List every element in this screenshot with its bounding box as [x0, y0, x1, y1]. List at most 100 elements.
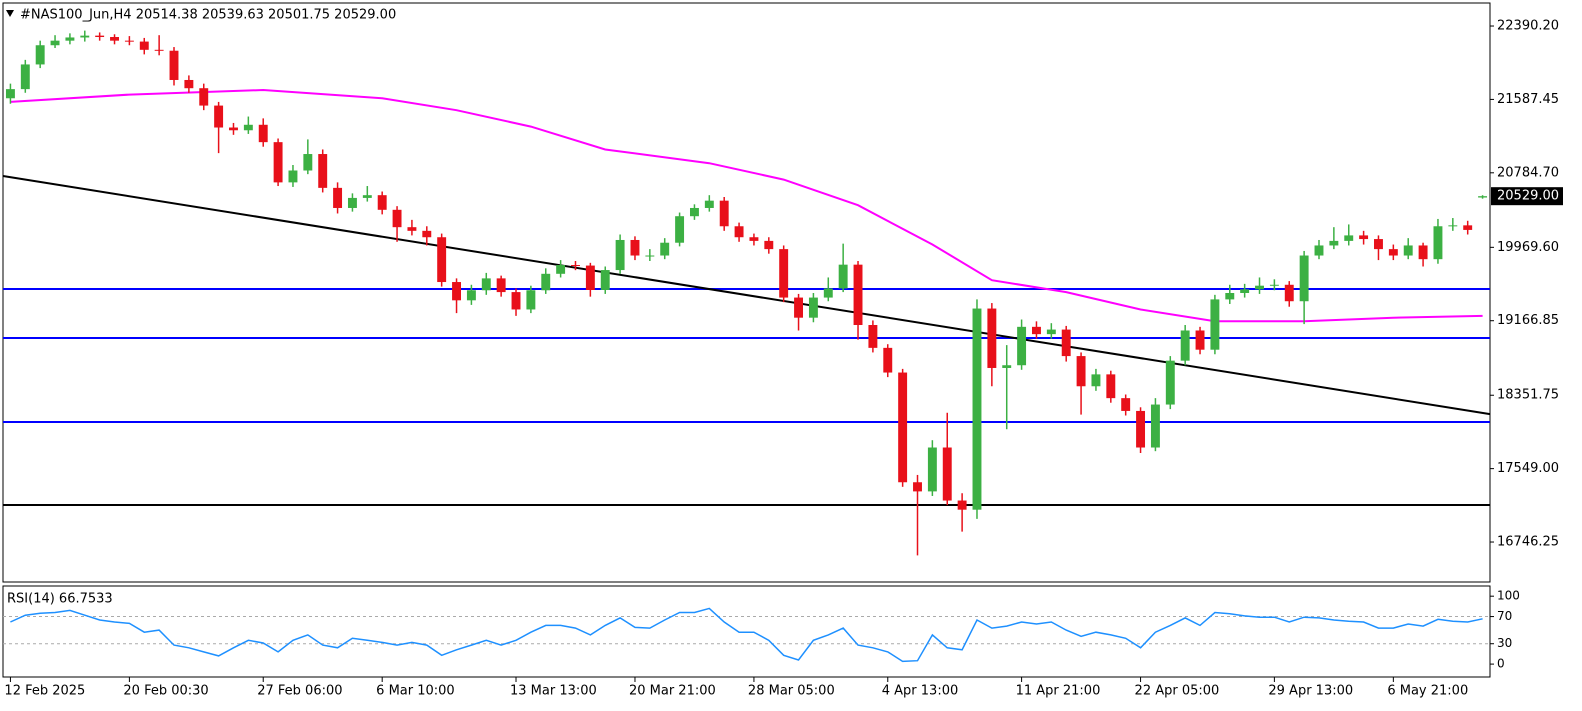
candle-body [481, 278, 491, 291]
candle-body [199, 88, 209, 106]
candle-body [1136, 410, 1146, 448]
candle-body [957, 500, 967, 510]
y-tick-label: 70 [1497, 609, 1512, 623]
candle-body [1448, 225, 1458, 227]
candle-body [1165, 360, 1175, 405]
candle-body [898, 372, 908, 483]
candle-body [645, 255, 655, 257]
candle-body [437, 237, 447, 283]
candle-body [942, 447, 952, 501]
candle-body [1359, 235, 1369, 240]
candle-body [630, 239, 640, 256]
candle-body [1150, 404, 1160, 448]
candle-body [1299, 255, 1309, 302]
candle-body [407, 227, 417, 231]
candle-body [303, 154, 313, 171]
y-tick-label: 17549.00 [1497, 461, 1559, 476]
candle-body [20, 64, 30, 90]
candle-body [1091, 374, 1101, 387]
candle-body [1076, 356, 1086, 387]
candle-body [541, 273, 551, 291]
candle-body [1240, 289, 1250, 294]
candle-body [154, 49, 164, 51]
candle-body [1255, 285, 1264, 290]
candle-body [1121, 398, 1131, 411]
candle-body [972, 308, 982, 510]
candle-body [496, 278, 506, 293]
y-tick-label: 0 [1497, 657, 1505, 671]
candle-body [124, 40, 134, 42]
candle-body [1284, 284, 1294, 302]
candle-body [689, 207, 699, 217]
candle-body [1374, 239, 1383, 250]
candle-body [779, 249, 789, 298]
moving-average [10, 88, 1483, 323]
candle-body [95, 35, 105, 38]
candle-body [600, 270, 610, 290]
last-price-label: 20529.00 [1497, 189, 1559, 204]
candle-body [184, 79, 194, 89]
candle-body [169, 50, 179, 80]
candle-body [1329, 240, 1339, 246]
candle-body [1314, 245, 1324, 256]
candle-body [927, 447, 937, 492]
candle-body [1344, 235, 1354, 241]
candle-body [794, 297, 804, 318]
candle-body [1403, 245, 1413, 256]
candle-body [764, 240, 774, 250]
candle-body [868, 325, 878, 348]
candle-body [749, 237, 759, 241]
candle-body [243, 124, 253, 131]
candle-body [1269, 284, 1279, 286]
y-tick-label: 19969.60 [1497, 240, 1559, 255]
candle-body [1106, 374, 1116, 399]
candle-body [511, 292, 521, 310]
candle-body [1061, 329, 1071, 357]
candle-body [5, 89, 15, 99]
candle-body [675, 216, 685, 243]
candle-body [139, 41, 149, 50]
candle-body [466, 290, 476, 301]
y-tick-label: 100 [1497, 589, 1520, 603]
last-price-box [1491, 187, 1563, 206]
candle-body [362, 195, 372, 198]
candle-body [556, 265, 566, 274]
x-tick-label: 13 Mar 13:00 [510, 684, 597, 699]
rsi-title: RSI(14) 66.7533 [7, 592, 113, 607]
candle-body [50, 40, 60, 46]
x-tick-label: 6 Mar 10:00 [376, 684, 455, 699]
candle-body [65, 37, 75, 41]
x-tick-label: 29 Apr 13:00 [1268, 684, 1353, 699]
candle-body [288, 170, 298, 183]
candle-body [987, 308, 997, 368]
candle-body [1180, 330, 1190, 361]
candle-body [1418, 245, 1428, 260]
x-tick-label: 20 Feb 00:30 [123, 684, 208, 699]
candle-body [80, 35, 90, 38]
candle-body [1210, 299, 1220, 350]
candle-body [526, 290, 536, 310]
price-panel [2, 2, 1491, 583]
menu-triangle [6, 10, 14, 17]
x-tick-label: 11 Apr 21:00 [1016, 684, 1101, 699]
candle-body [571, 265, 580, 267]
y-tick-label: 20784.70 [1497, 165, 1559, 180]
candle-body [35, 45, 45, 65]
candle-body [1433, 226, 1443, 260]
x-tick-label: 28 Mar 05:00 [748, 684, 835, 699]
candle-body [1017, 326, 1027, 366]
chart-title: #NAS100_Jun,H4 20514.38 20539.63 20501.7… [20, 8, 396, 23]
y-tick-label: 22390.20 [1497, 19, 1559, 34]
y-tick-label: 19166.85 [1497, 313, 1559, 328]
x-tick-label: 22 Apr 05:00 [1135, 684, 1220, 699]
rsi-panel [2, 585, 1491, 678]
y-tick-label: 18351.75 [1497, 388, 1559, 403]
candle-body [318, 154, 328, 188]
candle-body [1046, 329, 1056, 335]
candle-body [333, 187, 343, 208]
candle-body [1032, 326, 1041, 335]
candle-body [452, 282, 461, 301]
